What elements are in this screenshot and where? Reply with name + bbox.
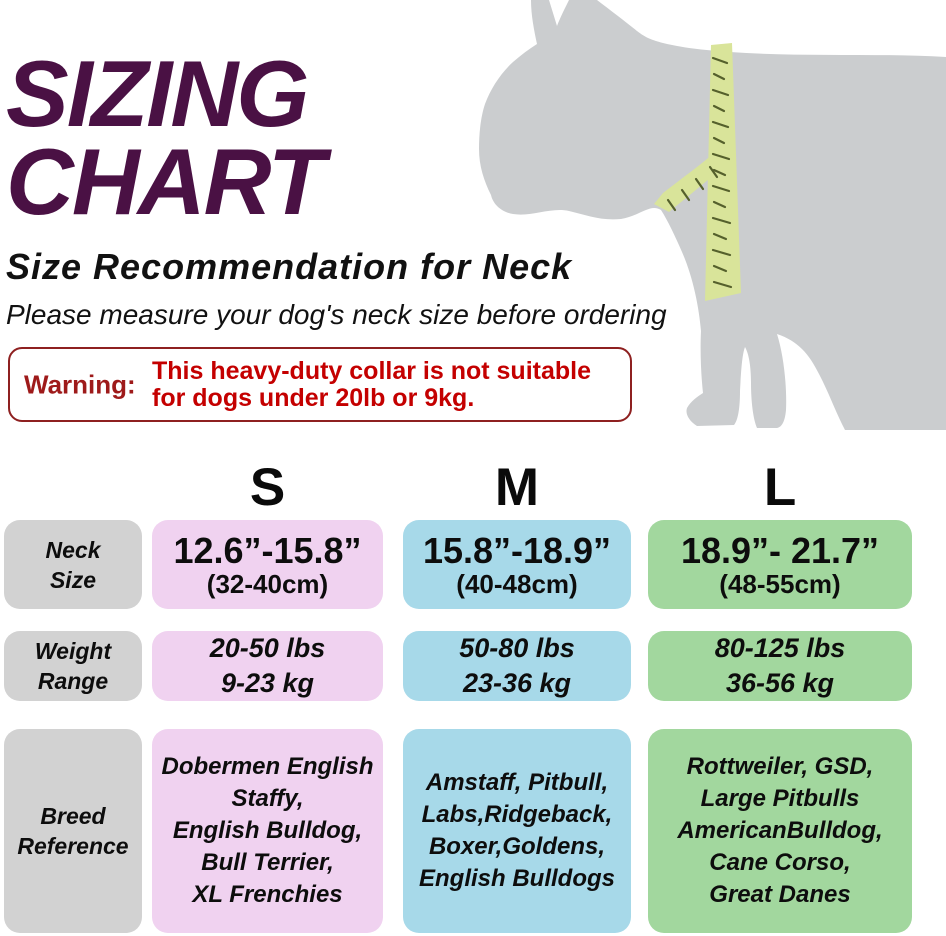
row-label-breed-reference: Breed Reference (4, 729, 142, 933)
dog-illustration (479, 0, 946, 430)
row-label-weight-range: Weight Range (4, 631, 142, 701)
breed-reference-cell-m: Amstaff, Pitbull, Labs,Ridgeback, Boxer,… (403, 729, 631, 933)
weight-range-value: 50-80 lbs 23-36 kg (459, 633, 575, 698)
measuring-tape-strip (705, 43, 741, 301)
neck-size-cm: (32-40cm) (206, 569, 329, 599)
row-label-text: Weight Range (34, 638, 112, 694)
neck-size-cm: (48-55cm) (719, 569, 841, 599)
subtitle: Size Recommendation for Neck (6, 246, 573, 287)
breed-list: Dobermen English Staffy, English Bulldog… (161, 753, 374, 908)
measure-note: Please measure your dog's neck size befo… (6, 299, 667, 330)
neck-size-cell-m: 15.8”-18.9” (40-48cm) (403, 520, 631, 609)
tape-tick-marks (666, 56, 733, 289)
column-header-s: S (249, 457, 286, 517)
weight-range-cell-m: 50-80 lbs 23-36 kg (403, 631, 631, 701)
weight-range-value: 20-50 lbs 9-23 kg (209, 633, 326, 698)
warning-text: This heavy-duty collar is not suitable f… (152, 356, 591, 412)
neck-size-inches: 12.6”-15.8” (173, 530, 362, 571)
neck-size-inches: 18.9”- 21.7” (680, 530, 880, 571)
warning-box: Warning: This heavy-duty collar is not s… (8, 347, 632, 422)
breed-list: Amstaff, Pitbull, Labs,Ridgeback, Boxer,… (419, 769, 615, 892)
weight-range-cell-l: 80-125 lbs 36-56 kg (648, 631, 912, 701)
page-title: SIZING CHART (6, 41, 325, 234)
column-header-l: L (763, 457, 797, 517)
row-label-neck-size: Neck Size (4, 520, 142, 609)
neck-size-cell-l: 18.9”- 21.7” (48-55cm) (648, 520, 912, 609)
neck-size-cm: (40-48cm) (456, 569, 578, 599)
breed-reference-cell-l: Rottweiler, GSD, Large Pitbulls American… (648, 729, 912, 933)
neck-size-inches: 15.8”-18.9” (422, 530, 612, 571)
neck-size-cell-s: 12.6”-15.8” (32-40cm) (152, 520, 383, 609)
weight-range-value: 80-125 lbs 36-56 kg (714, 633, 846, 698)
weight-range-cell-s: 20-50 lbs 9-23 kg (152, 631, 383, 701)
column-header-m: M (494, 457, 540, 517)
warning-label: Warning: (24, 369, 136, 399)
row-label-text: Breed Reference (17, 803, 129, 859)
breed-reference-cell-s: Dobermen English Staffy, English Bulldog… (152, 729, 383, 933)
row-label-text: Neck Size (45, 536, 101, 593)
breed-list: Rottweiler, GSD, Large Pitbulls American… (677, 753, 883, 908)
